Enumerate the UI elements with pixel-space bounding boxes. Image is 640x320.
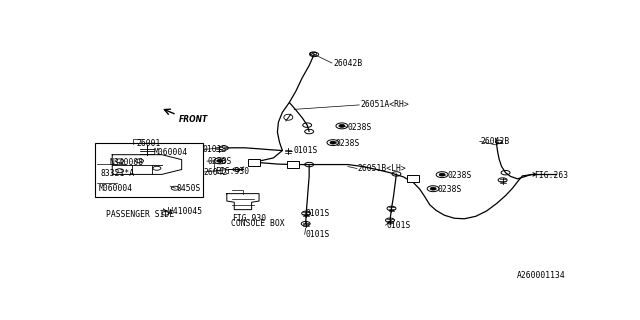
- Text: M060004: M060004: [99, 184, 133, 193]
- Bar: [287, 161, 300, 168]
- Text: 0101S: 0101S: [306, 230, 330, 239]
- Text: W410045: W410045: [168, 207, 202, 216]
- Text: 0238S: 0238S: [335, 139, 360, 148]
- Text: 26042B: 26042B: [481, 137, 510, 146]
- Text: 26051B<LH>: 26051B<LH>: [358, 164, 406, 173]
- Text: 0238S: 0238S: [348, 123, 372, 132]
- Text: FIG.263: FIG.263: [534, 171, 568, 180]
- Text: 26001: 26001: [136, 139, 161, 148]
- Text: 0238S: 0238S: [208, 156, 232, 166]
- Text: 0101S: 0101S: [202, 145, 227, 154]
- Text: 0101S: 0101S: [387, 221, 411, 230]
- Text: 0101S: 0101S: [293, 146, 317, 155]
- Text: 83321*A: 83321*A: [101, 169, 135, 179]
- Text: 26042: 26042: [203, 168, 227, 177]
- Bar: [408, 175, 419, 182]
- Text: FRONT: FRONT: [179, 115, 209, 124]
- Circle shape: [430, 187, 436, 190]
- Text: 0238S: 0238S: [437, 185, 461, 194]
- Text: 0101S: 0101S: [306, 209, 330, 218]
- Text: PASSENGER SIDE: PASSENGER SIDE: [106, 210, 174, 219]
- Text: N340008: N340008: [110, 158, 144, 167]
- Text: 0450S: 0450S: [177, 184, 201, 193]
- Text: 0238S: 0238S: [447, 171, 472, 180]
- Bar: [248, 159, 260, 165]
- Text: FIG.930: FIG.930: [215, 167, 249, 176]
- Circle shape: [330, 141, 336, 144]
- Circle shape: [439, 173, 445, 176]
- Text: 26051A<RH>: 26051A<RH>: [360, 100, 409, 109]
- Text: FIG.930: FIG.930: [232, 214, 266, 223]
- Text: 26042B: 26042B: [333, 59, 362, 68]
- Text: CONSOLE BOX: CONSOLE BOX: [231, 219, 285, 228]
- Bar: [95, 143, 203, 196]
- Text: M060004: M060004: [154, 148, 188, 157]
- Circle shape: [339, 124, 345, 127]
- Text: A260001134: A260001134: [516, 271, 565, 280]
- Circle shape: [217, 159, 223, 162]
